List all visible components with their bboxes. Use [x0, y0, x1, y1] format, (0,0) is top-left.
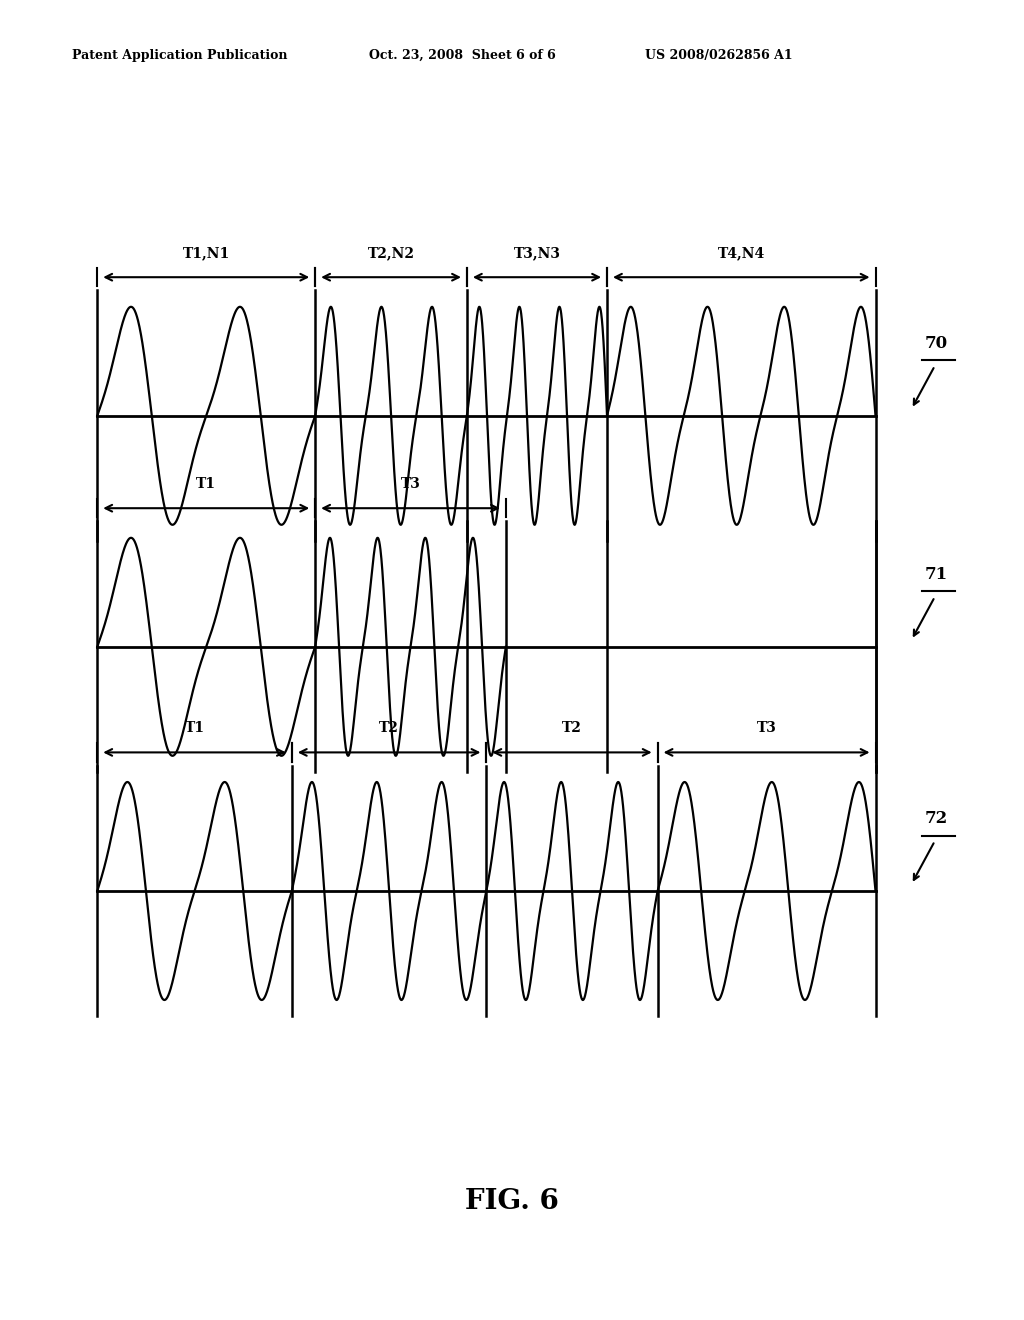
- Text: T3,N3: T3,N3: [513, 246, 560, 260]
- Text: T2: T2: [379, 721, 399, 735]
- Text: 71: 71: [925, 566, 948, 582]
- Text: FIG. 6: FIG. 6: [465, 1188, 559, 1214]
- Text: 72: 72: [925, 810, 948, 826]
- Text: Patent Application Publication: Patent Application Publication: [72, 49, 287, 62]
- Text: T2: T2: [562, 721, 582, 735]
- Text: US 2008/0262856 A1: US 2008/0262856 A1: [645, 49, 793, 62]
- Text: T1,N1: T1,N1: [182, 246, 229, 260]
- Text: T3: T3: [757, 721, 776, 735]
- Text: T2,N2: T2,N2: [368, 246, 415, 260]
- Text: 70: 70: [925, 335, 948, 351]
- Text: T1: T1: [197, 477, 216, 491]
- Text: T4,N4: T4,N4: [718, 246, 765, 260]
- Text: Oct. 23, 2008  Sheet 6 of 6: Oct. 23, 2008 Sheet 6 of 6: [369, 49, 555, 62]
- Text: T1: T1: [184, 721, 205, 735]
- Text: T3: T3: [400, 477, 421, 491]
